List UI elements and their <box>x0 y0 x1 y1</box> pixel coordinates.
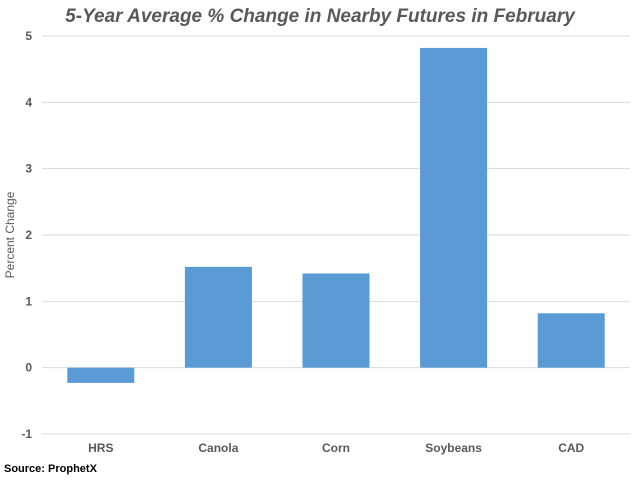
bar-hrs <box>67 367 135 383</box>
y-axis-ticks: -1 0 1 2 3 4 5 <box>21 29 32 441</box>
bar-soybeans <box>420 47 488 368</box>
x-category-label: CAD <box>558 441 584 455</box>
bar-canola <box>184 266 252 368</box>
chart-title: 5-Year Average % Change in Nearby Future… <box>65 6 576 27</box>
y-tick-label: 4 <box>25 95 32 109</box>
x-category-label: Corn <box>322 441 350 455</box>
y-axis-label: Percent Change <box>3 191 17 278</box>
y-tick-label: 5 <box>25 29 32 43</box>
y-tick-label: 3 <box>25 162 32 176</box>
bar-cad <box>537 313 605 368</box>
x-category-label: HRS <box>88 441 113 455</box>
y-tick-label: -1 <box>21 427 32 441</box>
bar-corn <box>302 273 370 368</box>
x-axis-categories: HRS Canola Corn Soybeans CAD <box>88 441 584 455</box>
source-note: Source: ProphetX <box>4 463 98 475</box>
x-category-label: Soybeans <box>425 441 482 455</box>
y-tick-label: 0 <box>25 361 32 375</box>
x-category-label: Canola <box>198 441 238 455</box>
y-tick-label: 2 <box>25 228 32 242</box>
y-tick-label: 1 <box>25 294 32 308</box>
bars <box>67 47 605 383</box>
